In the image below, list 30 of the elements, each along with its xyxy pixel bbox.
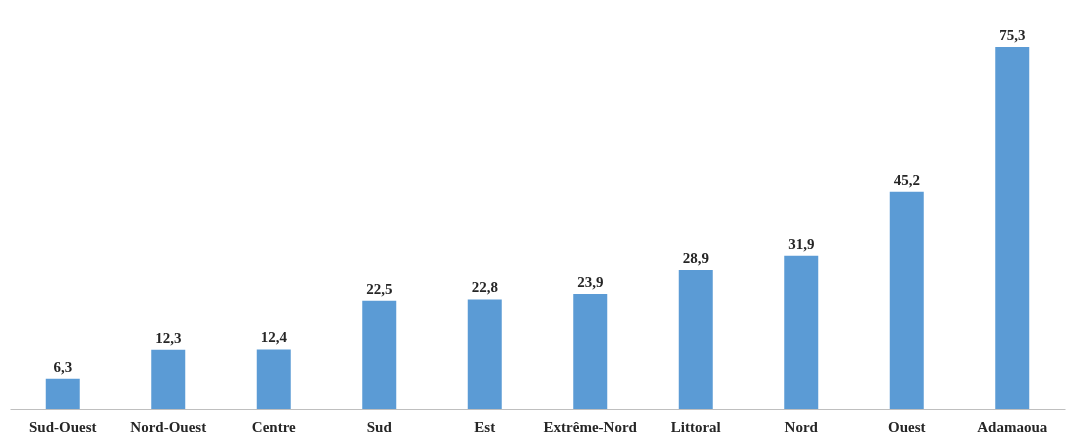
x-tick-label: Nord [784, 418, 819, 435]
bar [256, 349, 291, 409]
bar [362, 300, 397, 409]
data-label: 28,9 [682, 250, 709, 267]
x-tick-label: Adamaoua [977, 418, 1048, 435]
data-label: 23,9 [577, 274, 604, 291]
data-label: 12,3 [155, 329, 182, 346]
x-tick-label: Extrême-Nord [543, 418, 638, 435]
bar [573, 294, 608, 409]
bar [678, 270, 713, 409]
x-tick-label: Littoral [670, 418, 721, 435]
data-label: 45,2 [893, 171, 920, 188]
data-label: 6,3 [53, 358, 73, 375]
data-label: 75,3 [999, 27, 1026, 43]
bar [784, 255, 819, 409]
bar [151, 349, 186, 409]
x-tick-label: Sud-Ouest [28, 418, 97, 435]
bar [467, 299, 502, 409]
data-label: 22,5 [366, 280, 393, 297]
bar [45, 378, 80, 409]
x-tick-label: Est [474, 418, 496, 435]
bar [995, 47, 1030, 409]
data-label: 31,9 [788, 235, 815, 252]
x-tick-label: Centre [251, 418, 297, 435]
x-tick-label: Sud [366, 418, 393, 435]
data-label: 12,4 [260, 329, 288, 346]
bar [889, 191, 924, 409]
data-label: 22,8 [471, 279, 498, 296]
x-tick-label: Ouest [888, 418, 926, 435]
x-tick-label: Nord-Ouest [130, 418, 207, 435]
